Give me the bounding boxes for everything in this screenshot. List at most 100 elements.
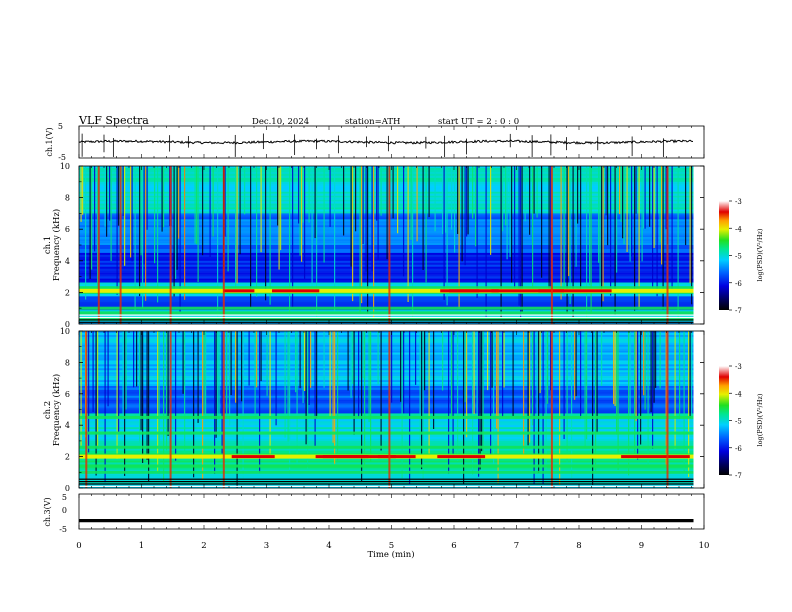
spec2-low-stripe [79, 481, 694, 483]
spec2-column [559, 331, 561, 485]
spec2-column [653, 331, 655, 403]
spec1-row [79, 167, 694, 171]
spec2-tone-segment-2 [231, 455, 275, 459]
spec2-row [79, 395, 694, 399]
spec2-row [79, 336, 694, 340]
spec2-low-stripe [79, 485, 694, 487]
spec1-column [403, 166, 405, 277]
spec1-column [289, 166, 291, 314]
spec1-column [560, 166, 562, 300]
spec1-column [590, 166, 592, 314]
spec1-column [467, 166, 469, 235]
spec1-row [79, 298, 694, 301]
spec1-column [575, 166, 577, 267]
spec2-column [197, 331, 199, 423]
spec1-row [79, 246, 694, 250]
spec1-row [79, 181, 694, 185]
spec1-column [118, 166, 120, 226]
spec2-row [79, 362, 694, 365]
spec2-column [217, 331, 219, 420]
spec2-bright-column-1 [169, 331, 172, 488]
spec2-row [79, 423, 694, 426]
spec1-column [661, 166, 663, 265]
spec1-column [329, 166, 331, 227]
spec2-column [314, 331, 316, 447]
spec1-column [109, 166, 111, 221]
spec2-column [275, 331, 277, 426]
spec2-column [136, 331, 138, 387]
spec2-column [107, 331, 109, 407]
spec1-column [124, 166, 126, 266]
spec1-ytick-label: 4 [65, 257, 70, 266]
spec1-column [202, 166, 204, 256]
spec2-row [79, 380, 694, 383]
spec1-column [362, 166, 364, 244]
spec1-row [79, 169, 694, 173]
spec2-row [79, 407, 694, 410]
spec1-row [79, 278, 694, 281]
ch3-ylabel: ch.3(V) [43, 497, 52, 526]
spec2-row [79, 411, 694, 414]
spec1-bright-column-6 [666, 166, 669, 324]
spec2-column [95, 331, 97, 476]
spec2-column [221, 331, 223, 459]
spec1-column [343, 166, 345, 236]
spec2-column [308, 331, 310, 405]
spec1-bright-column-1 [119, 166, 122, 324]
spec1-column [511, 166, 513, 283]
spec1-column [178, 166, 180, 239]
spec1-column [490, 166, 492, 255]
spec2-row [79, 460, 694, 463]
spec2-column [139, 331, 141, 443]
spec2-column [689, 331, 691, 418]
spec1-column [572, 166, 574, 318]
spec2-row [79, 366, 694, 369]
spec2-row [79, 409, 694, 412]
spec1-bright-column-2 [169, 166, 172, 324]
spec1-column [304, 166, 306, 279]
spec1-column [260, 166, 262, 253]
ch1-ytick-bottom: -5 [58, 153, 66, 162]
spec2-column [571, 331, 573, 478]
spec1-row [79, 195, 694, 198]
spec1-column [376, 166, 378, 221]
spec2-column [295, 331, 297, 393]
spec1-row [79, 221, 694, 224]
spec2-column [428, 331, 430, 458]
spec1-row [79, 268, 694, 271]
spec1-row [79, 211, 694, 214]
spec1-column [662, 166, 664, 310]
spec1-column [472, 166, 474, 219]
spec1-column [422, 166, 424, 270]
spec1-column [602, 166, 604, 302]
spec1-row [79, 185, 694, 189]
spec1-column [577, 166, 579, 224]
spec1-low-stripe [79, 319, 694, 321]
spec1-column [505, 166, 507, 226]
spec2-column [617, 331, 619, 470]
spec1-column [299, 166, 301, 256]
ch1-ylabel: ch.1(V) [45, 127, 54, 156]
spec2-row [79, 440, 694, 444]
spec2-column [242, 331, 244, 482]
spec2-row [79, 474, 694, 477]
spec1-low-stripe [79, 321, 694, 323]
spec1-row [79, 205, 694, 208]
spec2-column [118, 331, 120, 432]
spec1-column [301, 166, 303, 262]
spec1-column [157, 166, 159, 303]
spec1-column [161, 166, 163, 232]
spec2-column [310, 331, 312, 388]
spec1-row [79, 239, 694, 242]
ch2-colorbar [719, 366, 729, 475]
spec2-row [79, 458, 694, 461]
spec2-column [304, 331, 306, 391]
ch1-frequency-label: Frequency (kHz) [51, 209, 62, 281]
spec1-column [277, 166, 279, 226]
spec1-column [677, 166, 679, 323]
spec1-band-4 [79, 286, 694, 290]
spec2-row [79, 466, 694, 469]
spec1-column [122, 166, 124, 217]
spec1-column [298, 166, 300, 224]
spec2-row [79, 436, 694, 440]
